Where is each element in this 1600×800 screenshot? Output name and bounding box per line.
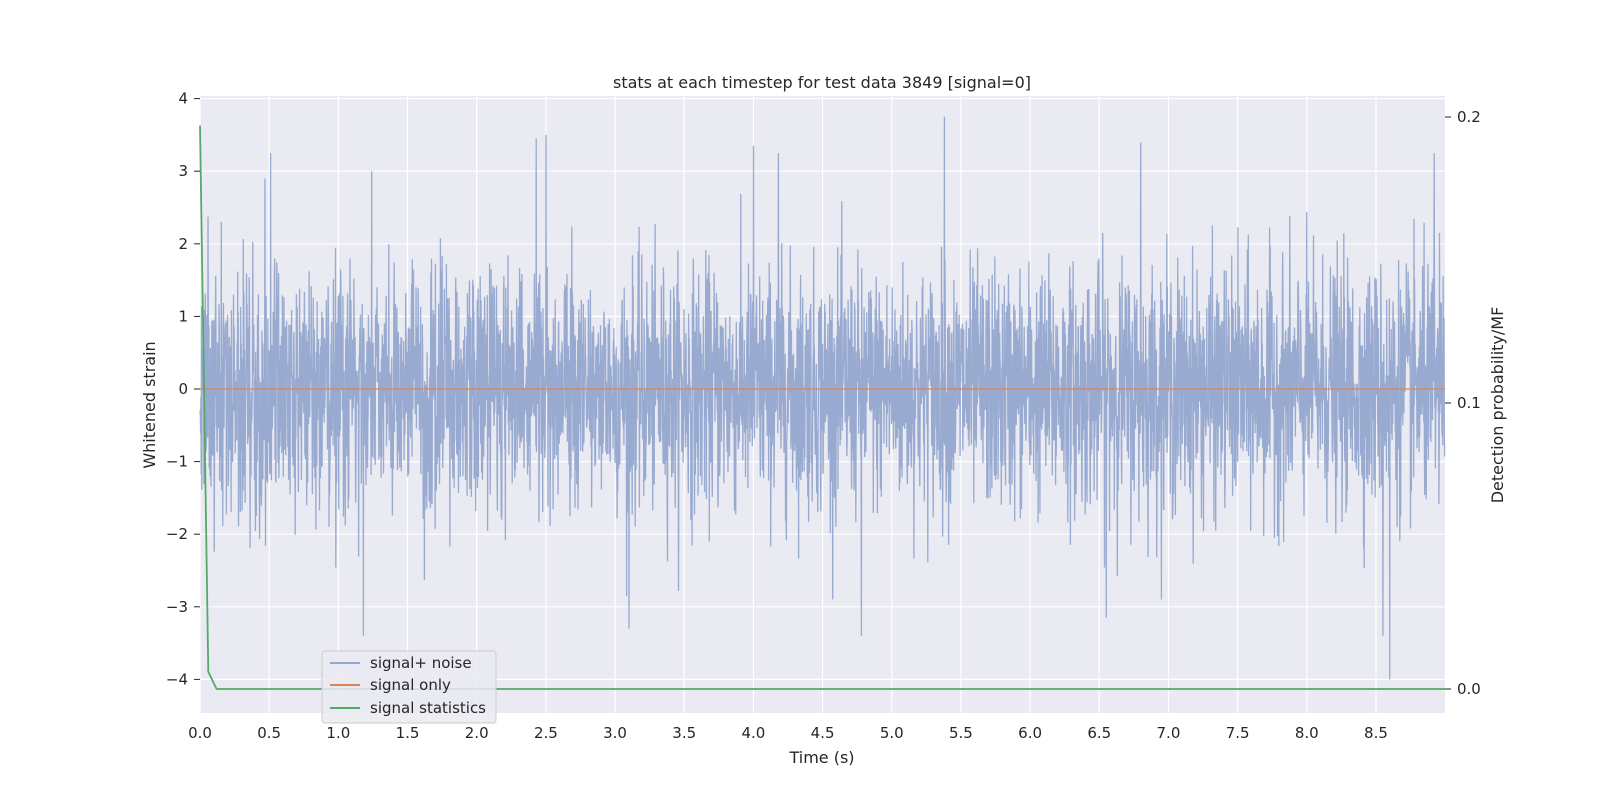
legend-label-signal-statistics: signal statistics	[370, 699, 486, 717]
x-tick-label: 0.5	[257, 724, 281, 742]
series-line-signal-statistics	[199, 125, 1446, 690]
series-signal-statistics	[199, 125, 1446, 690]
y2-tick-label: 0.2	[1457, 108, 1481, 126]
legend: signal+ noise signal only signal statist…	[321, 650, 497, 724]
y2-axis-ticks: 0.2 0.1 0.0	[1445, 108, 1481, 698]
y-tick-label: 3	[178, 162, 188, 180]
x-tick-label: 1.5	[396, 724, 420, 742]
x-tick-label: 6.0	[1018, 724, 1042, 742]
legend-box	[321, 650, 497, 724]
legend-label-signal-only: signal only	[370, 676, 451, 694]
y-tick-label: 2	[178, 235, 188, 253]
x-tick-label: 1.0	[326, 724, 350, 742]
x-tick-label: 5.0	[880, 724, 904, 742]
y-tick-label: 1	[178, 307, 188, 325]
y-tick-label: 0	[178, 380, 188, 398]
x-tick-label: 4.0	[741, 724, 765, 742]
y2-tick-label: 0.1	[1457, 394, 1481, 412]
legend-label-signal-noise: signal+ noise	[370, 654, 472, 672]
x-tick-label: 2.0	[465, 724, 489, 742]
x-tick-label: 8.0	[1295, 724, 1319, 742]
x-tick-label: 3.5	[672, 724, 696, 742]
x-tick-label: 0.0	[188, 724, 212, 742]
x-axis-label: Time (s)	[788, 748, 854, 767]
y-axis-ticks: 4 3 2 1 0 −1 −2 −3 −4	[166, 90, 200, 688]
x-tick-label: 3.0	[603, 724, 627, 742]
y-tick-label: 4	[178, 90, 188, 108]
x-axis-ticks: 0.0 0.5 1.0 1.5 2.0 2.5 3.0 3.5 4.0 4.5 5.0 5.5 6.0 6…	[188, 724, 1388, 742]
y-tick-label: −1	[166, 453, 188, 471]
series-signal-noise	[199, 116, 1446, 680]
y-tick-label: −4	[166, 670, 188, 688]
y-axis-label: Whitened strain	[140, 341, 159, 468]
x-tick-label: 5.5	[949, 724, 973, 742]
y-tick-label: −3	[166, 598, 188, 616]
y2-axis-label: Detection probability/MF	[1488, 307, 1507, 504]
x-tick-label: 8.5	[1364, 724, 1388, 742]
series-line-signal-noise	[199, 116, 1446, 680]
x-tick-label: 7.0	[1157, 724, 1181, 742]
y2-tick-label: 0.0	[1457, 680, 1481, 698]
x-tick-label: 2.5	[534, 724, 558, 742]
chart-title: stats at each timestep for test data 384…	[613, 73, 1031, 92]
x-tick-label: 7.5	[1226, 724, 1250, 742]
x-tick-label: 4.5	[811, 724, 835, 742]
y-tick-label: −2	[166, 525, 188, 543]
x-tick-label: 6.5	[1087, 724, 1111, 742]
